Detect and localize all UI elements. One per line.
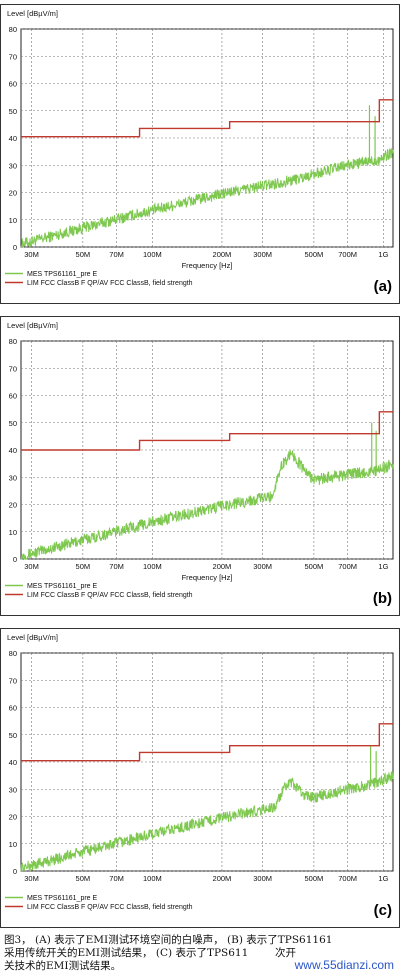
- y-tick-label: 30: [9, 785, 17, 794]
- legend-label-mes: MES TPS61161_pre E: [27, 583, 98, 590]
- x-tick-label: 70M: [109, 562, 124, 571]
- x-tick-label: 1G: [378, 562, 388, 571]
- y-tick-label: 20: [9, 501, 17, 510]
- legend-label-mes: MES TPS61161_pre E: [27, 271, 98, 278]
- x-tick-label: 500M: [304, 250, 323, 259]
- y-tick-label: 10: [9, 840, 17, 849]
- y-tick-label: 40: [9, 446, 17, 455]
- x-tick-label: 200M: [213, 874, 232, 883]
- x-tick-label: 700M: [338, 562, 357, 571]
- legend-label-lim: LIM FCC ClassB F QP/AV FCC ClassB, field…: [27, 592, 193, 599]
- y-tick-label: 60: [9, 392, 17, 401]
- legend-label-mes: MES TPS61161_pre E: [27, 895, 98, 902]
- y-tick-label: 50: [9, 107, 17, 116]
- x-tick-label: 1G: [378, 250, 388, 259]
- y-tick-label: 50: [9, 731, 17, 740]
- panel-label: (c): [374, 902, 392, 919]
- series-lim-line: [21, 411, 393, 451]
- x-tick-label: 500M: [304, 874, 323, 883]
- y-tick-label: 70: [9, 52, 17, 61]
- x-tick-label: 50M: [76, 874, 91, 883]
- y-tick-label: 10: [9, 216, 17, 225]
- chart-panel-a: Level [dBµV/m] 0 10 20 30 40 50 60 70 80 30M 50M 70M…: [0, 4, 400, 304]
- x-tick-label: 30M: [24, 874, 39, 883]
- caption-line-2: 采用传统开关的EMI测试结果， (C) 表示了TPS611 次开: [4, 947, 296, 959]
- x-tick-label: 300M: [253, 562, 272, 571]
- x-tick-label: 100M: [143, 874, 162, 883]
- x-tick-label: 100M: [143, 250, 162, 259]
- x-tick-label: 700M: [338, 250, 357, 259]
- y-tick-label: 40: [9, 758, 17, 767]
- y-axis-label: Level [dBµV/m]: [7, 633, 58, 642]
- x-axis-label: Frequency [Hz]: [182, 261, 233, 270]
- legend-label-lim: LIM FCC ClassB F QP/AV FCC ClassB, field…: [27, 904, 193, 911]
- y-tick-label: 50: [9, 419, 17, 428]
- chart-svg-a: Level [dBµV/m] 0 10 20 30 40 50 60 70 80 30M 50M 70M…: [5, 9, 394, 295]
- caption-line-1: 图3， (A) 表示了EMI测试环境空间的白噪声， (B) 表示了TPS6116…: [4, 934, 333, 946]
- x-tick-label: 200M: [213, 562, 232, 571]
- chart-svg-c: Level [dBµV/m] 0 10 20 30 40 50 60 70 80 30M 50M 70M…: [5, 633, 394, 919]
- y-tick-label: 10: [9, 528, 17, 537]
- y-tick-label: 30: [9, 161, 17, 170]
- y-axis-label: Level [dBµV/m]: [7, 321, 58, 330]
- x-tick-label: 300M: [253, 874, 272, 883]
- series-mes-line: [20, 771, 394, 872]
- chart-svg-b: Level [dBµV/m] 0 10 20 30 40 50 60 70 80 30M 50M 70M…: [5, 321, 394, 607]
- y-tick-label: 60: [9, 704, 17, 713]
- y-tick-label: 0: [13, 867, 17, 876]
- panel-label: (a): [374, 278, 392, 295]
- watermark: www.55dianzi.com: [294, 958, 394, 972]
- x-tick-label: 50M: [76, 562, 91, 571]
- panel-label: (b): [373, 590, 392, 607]
- y-tick-label: 0: [13, 555, 17, 564]
- x-tick-label: 200M: [213, 250, 232, 259]
- y-tick-label: 70: [9, 364, 17, 373]
- x-tick-label: 30M: [24, 562, 39, 571]
- figure-caption: 图3， (A) 表示了EMI测试环境空间的白噪声， (B) 表示了TPS6116…: [4, 934, 396, 973]
- y-tick-label: 80: [9, 649, 17, 658]
- x-tick-label: 70M: [109, 874, 124, 883]
- y-tick-label: 20: [9, 189, 17, 198]
- series-mes-line: [20, 147, 394, 248]
- chart-panel-b: Level [dBµV/m] 0 10 20 30 40 50 60 70 80 30M 50M 70M…: [0, 316, 400, 616]
- legend-label-lim: LIM FCC ClassB F QP/AV FCC ClassB, field…: [27, 280, 193, 287]
- x-axis-label: Frequency [Hz]: [182, 573, 233, 582]
- chart-panel-c: Level [dBµV/m] 0 10 20 30 40 50 60 70 80 30M 50M 70M…: [0, 628, 400, 928]
- y-tick-label: 80: [9, 337, 17, 346]
- series-lim-line: [21, 99, 393, 138]
- y-tick-label: 0: [13, 243, 17, 252]
- y-tick-label: 70: [9, 676, 17, 685]
- x-tick-label: 100M: [143, 562, 162, 571]
- x-tick-label: 300M: [253, 250, 272, 259]
- y-axis-label: Level [dBµV/m]: [7, 9, 58, 18]
- caption-line-3: 关技术的EMI测试结果。: [4, 960, 122, 972]
- series-lim-line: [21, 723, 393, 762]
- y-tick-label: 40: [9, 134, 17, 143]
- x-tick-label: 700M: [338, 874, 357, 883]
- y-tick-label: 20: [9, 813, 17, 822]
- y-tick-label: 60: [9, 80, 17, 89]
- series-mes-line: [20, 450, 394, 560]
- x-tick-label: 50M: [76, 250, 91, 259]
- x-tick-label: 30M: [24, 250, 39, 259]
- x-tick-label: 1G: [378, 874, 388, 883]
- y-tick-label: 30: [9, 473, 17, 482]
- y-tick-label: 80: [9, 25, 17, 34]
- x-tick-label: 70M: [109, 250, 124, 259]
- x-tick-label: 500M: [304, 562, 323, 571]
